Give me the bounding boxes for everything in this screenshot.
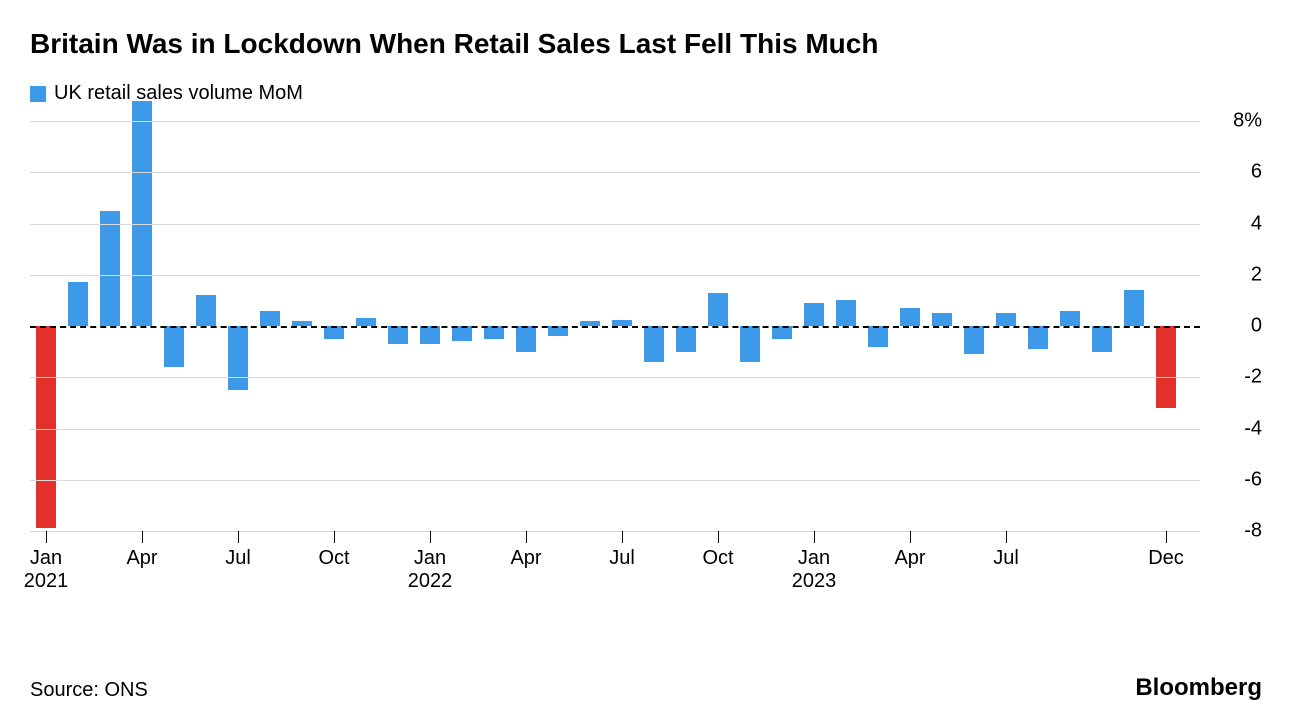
gridline xyxy=(30,480,1200,481)
legend-label: UK retail sales volume MoM xyxy=(54,82,303,105)
gridline xyxy=(30,121,1200,122)
bar xyxy=(196,295,216,326)
x-tick xyxy=(142,531,143,543)
bar xyxy=(36,326,56,528)
brand-text: Bloomberg xyxy=(1135,674,1262,702)
x-tick-label: Dec xyxy=(1148,547,1184,570)
bar xyxy=(452,326,472,341)
legend-swatch xyxy=(30,86,46,102)
x-tick-label: Jan 2022 xyxy=(408,547,453,593)
bar xyxy=(420,326,440,344)
bar xyxy=(740,326,760,362)
x-tick-label: Jul xyxy=(609,547,635,570)
x-tick-label: Apr xyxy=(510,547,541,570)
bar xyxy=(100,211,120,326)
x-tick-label: Jan 2021 xyxy=(24,547,69,593)
gridline xyxy=(30,377,1200,378)
plot-region xyxy=(30,121,1200,531)
legend: UK retail sales volume MoM xyxy=(30,82,1262,105)
x-tick xyxy=(622,531,623,543)
bar xyxy=(1092,326,1112,352)
x-tick xyxy=(430,531,431,543)
y-tick-label: 6 xyxy=(1251,161,1262,184)
x-tick xyxy=(1006,531,1007,543)
bar xyxy=(932,313,952,326)
chart-container: Britain Was in Lockdown When Retail Sale… xyxy=(0,0,1292,726)
bar xyxy=(964,326,984,354)
x-tick-label: Jan 2023 xyxy=(792,547,837,593)
bar xyxy=(164,326,184,367)
gridline xyxy=(30,275,1200,276)
chart-area: 8%6420-2-4-6-8 Jan 2021AprJulOctJan 2022… xyxy=(30,111,1262,551)
x-tick-label: Apr xyxy=(894,547,925,570)
bar xyxy=(804,303,824,326)
y-tick-label: -4 xyxy=(1244,417,1262,440)
bar xyxy=(868,326,888,347)
bar xyxy=(132,101,152,327)
x-tick-label: Oct xyxy=(318,547,349,570)
gridline xyxy=(30,172,1200,173)
zero-line xyxy=(30,326,1200,328)
bar xyxy=(388,326,408,344)
x-tick-label: Jul xyxy=(225,547,251,570)
y-tick-label: -6 xyxy=(1244,468,1262,491)
source-text: Source: ONS xyxy=(30,679,148,702)
bar xyxy=(1028,326,1048,349)
x-tick-label: Apr xyxy=(126,547,157,570)
bar xyxy=(516,326,536,352)
bar xyxy=(260,311,280,326)
gridline xyxy=(30,224,1200,225)
y-tick-label: -2 xyxy=(1244,366,1262,389)
x-tick xyxy=(238,531,239,543)
x-tick xyxy=(526,531,527,543)
bar xyxy=(708,293,728,326)
y-tick-label: 2 xyxy=(1251,263,1262,286)
bar xyxy=(644,326,664,362)
bar xyxy=(1156,326,1176,408)
y-axis-labels: 8%6420-2-4-6-8 xyxy=(1206,121,1262,531)
y-tick-label: -8 xyxy=(1244,520,1262,543)
chart-footer: Source: ONS Bloomberg xyxy=(30,674,1262,702)
x-tick xyxy=(1166,531,1167,543)
bar xyxy=(676,326,696,352)
x-tick xyxy=(910,531,911,543)
bar xyxy=(900,308,920,326)
chart-title: Britain Was in Lockdown When Retail Sale… xyxy=(30,28,1262,60)
bar xyxy=(68,282,88,326)
y-tick-label: 0 xyxy=(1251,315,1262,338)
bar xyxy=(228,326,248,390)
x-tick xyxy=(718,531,719,543)
gridline xyxy=(30,429,1200,430)
x-tick xyxy=(814,531,815,543)
bar xyxy=(836,300,856,326)
x-tick xyxy=(334,531,335,543)
y-tick-label: 4 xyxy=(1251,212,1262,235)
bar xyxy=(1124,290,1144,326)
bar xyxy=(1060,311,1080,326)
y-tick-label: 8% xyxy=(1233,110,1262,133)
x-tick-label: Jul xyxy=(993,547,1019,570)
x-tick xyxy=(46,531,47,543)
x-tick-label: Oct xyxy=(702,547,733,570)
bar xyxy=(356,318,376,326)
bar xyxy=(996,313,1016,326)
